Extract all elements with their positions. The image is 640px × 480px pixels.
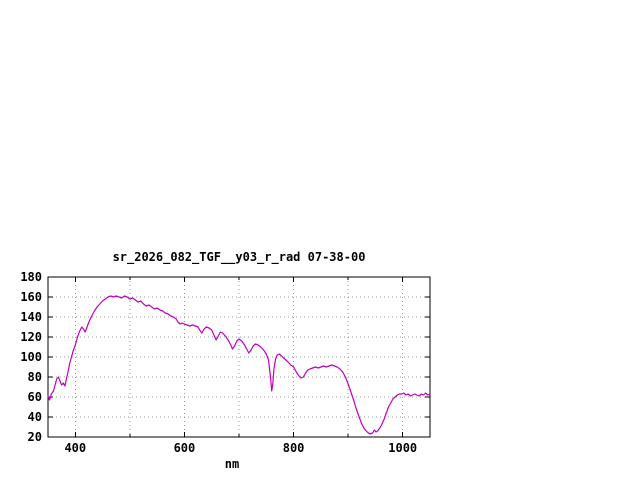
y-tick-label: 20 xyxy=(28,430,42,444)
x-tick-label: 1000 xyxy=(388,441,417,455)
x-axis-label: nm xyxy=(225,457,239,471)
y-tick-label: 100 xyxy=(20,350,42,364)
y-tick-label: 60 xyxy=(28,390,42,404)
y-tick-label: 160 xyxy=(20,290,42,304)
x-tick-label: 600 xyxy=(174,441,196,455)
y-tick-label: 40 xyxy=(28,410,42,424)
y-tick-label: 140 xyxy=(20,310,42,324)
y-tick-label: 180 xyxy=(20,270,42,284)
y-tick-label: 80 xyxy=(28,370,42,384)
x-tick-label: 400 xyxy=(64,441,86,455)
y-tick-label: 120 xyxy=(20,330,42,344)
plot-area: 400 600 800 1000 20 40 60 80 100 120 140 160 180 xyxy=(20,270,431,455)
x-tick-label: 800 xyxy=(283,441,305,455)
data-line xyxy=(47,295,431,435)
chart-title: sr_2026_082_TGF__y03_r_rad 07-38-00 xyxy=(113,250,366,265)
